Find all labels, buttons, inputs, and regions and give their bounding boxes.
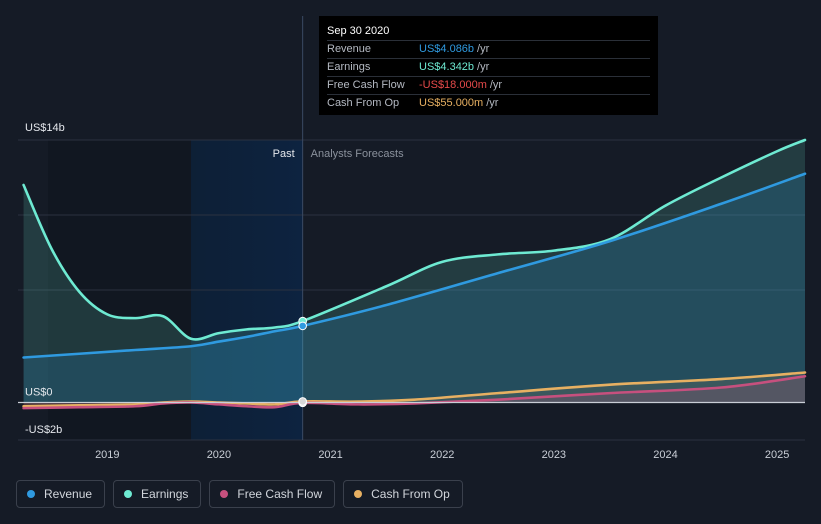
- past-label: Past: [273, 148, 295, 160]
- cash-from-op-dot-icon: [354, 490, 363, 498]
- free-cash-flow-dot-icon: [220, 490, 229, 498]
- revenue-line: [22, 172, 807, 359]
- free-cash-flow-line: [22, 374, 807, 410]
- earnings-dot-icon: [124, 490, 133, 498]
- tooltip-value: US$55.000m: [419, 97, 484, 109]
- legend-earnings-button[interactable]: Earnings: [113, 480, 202, 508]
- x-tick-label: 2023: [542, 449, 566, 461]
- tooltip-label: Free Cash Flow: [327, 79, 405, 91]
- revenue-marker: [298, 321, 307, 331]
- earnings-area: [23, 140, 806, 403]
- tooltip-label: Cash From Op: [327, 97, 400, 109]
- y-axis-label: US$0: [25, 387, 53, 399]
- earnings-line: [22, 138, 807, 341]
- cash-from-op-marker: [298, 397, 307, 406]
- tooltip-value: US$4.086b: [419, 43, 475, 55]
- tooltip-date: Sep 30 2020: [327, 22, 650, 41]
- tooltip-unit: /yr: [477, 43, 490, 55]
- forecast-label: Analysts Forecasts: [311, 148, 404, 160]
- tooltip-row-earnings: Earnings US$4.342b /yr: [327, 59, 650, 77]
- legend-label: Cash From Op: [371, 487, 450, 501]
- revenue-area: [23, 173, 806, 403]
- y-axis-label: -US$2b: [25, 424, 62, 436]
- tooltip-value: US$4.342b: [419, 61, 475, 73]
- legend-label: Revenue: [44, 487, 93, 501]
- x-tick-label: 2024: [653, 449, 677, 461]
- tooltip-row-cash-from-op: Cash From Op US$55.000m /yr: [327, 95, 650, 112]
- cash-from-op-area: [23, 372, 806, 407]
- tooltip-label: Revenue: [327, 43, 372, 55]
- tooltip-value: -US$18.000m: [419, 79, 487, 91]
- tooltip-label: Earnings: [327, 61, 371, 73]
- legend: Revenue Earnings Free Cash Flow Cash Fro…: [16, 480, 463, 508]
- tooltip-unit: /yr: [486, 97, 499, 109]
- tooltip-unit: /yr: [489, 79, 503, 91]
- x-tick-label: 2025: [765, 449, 789, 461]
- tooltip: Sep 30 2020 Revenue US$4.086b /yr Earnin…: [319, 16, 658, 115]
- x-tick-label: 2022: [430, 449, 454, 461]
- legend-free-cash-flow-button[interactable]: Free Cash Flow: [209, 480, 336, 508]
- tooltip-unit: /yr: [477, 61, 490, 73]
- x-tick-label: 2021: [318, 449, 342, 461]
- legend-revenue-button[interactable]: Revenue: [16, 480, 106, 508]
- legend-label: Earnings: [141, 487, 189, 501]
- tooltip-row-revenue: Revenue US$4.086b /yr: [327, 41, 650, 59]
- legend-cash-from-op-button[interactable]: Cash From Op: [343, 480, 463, 508]
- tooltip-row-free-cash-flow: Free Cash Flow -US$18.000m /yr: [327, 77, 650, 95]
- x-tick-label: 2020: [207, 449, 231, 461]
- revenue-dot-icon: [27, 490, 35, 498]
- y-axis-label: US$14b: [25, 122, 65, 134]
- free-cash-flow-area: [23, 376, 806, 409]
- x-tick-label: 2019: [95, 449, 119, 461]
- legend-label: Free Cash Flow: [237, 487, 323, 501]
